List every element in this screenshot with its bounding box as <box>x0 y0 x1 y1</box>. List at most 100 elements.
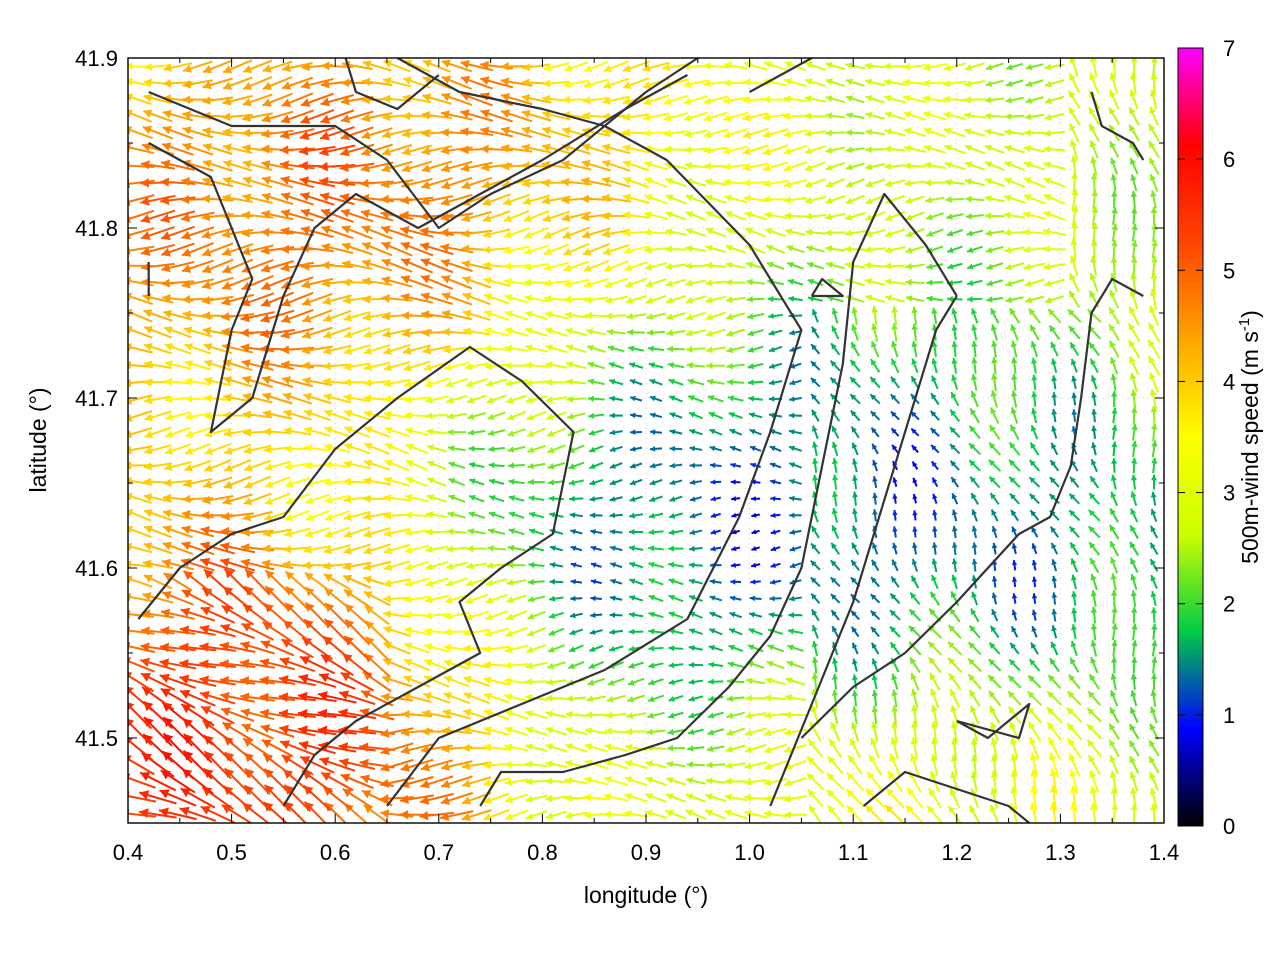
wind-arrow <box>883 62 907 70</box>
wind-arrow <box>1046 690 1063 706</box>
wind-arrow <box>943 127 966 138</box>
wind-arrow <box>461 260 492 271</box>
wind-arrow <box>364 605 390 626</box>
wind-arrow <box>242 59 273 74</box>
wind-arrow <box>421 177 453 190</box>
wind-arrow <box>664 145 688 153</box>
wind-arrow <box>769 479 782 485</box>
wind-arrow <box>162 525 193 539</box>
wind-arrow <box>1031 609 1038 621</box>
wind-arrow <box>665 809 687 820</box>
wind-arrow <box>161 591 194 606</box>
wind-arrow <box>243 492 272 506</box>
wind-arrow <box>404 595 430 604</box>
wind-arrow <box>669 495 683 502</box>
wind-arrow <box>967 657 982 673</box>
wind-arrow <box>830 342 841 356</box>
wind-arrow <box>282 392 313 405</box>
wind-arrow <box>318 673 356 690</box>
wind-arrow <box>649 495 663 502</box>
wind-arrow <box>528 495 545 502</box>
wind-arrow <box>827 804 844 823</box>
wind-arrow <box>1129 771 1139 792</box>
wind-arrow <box>1109 755 1119 775</box>
wind-arrow <box>705 279 727 287</box>
wind-arrow <box>565 327 588 337</box>
wind-arrow <box>1130 803 1138 823</box>
wind-arrow <box>1048 493 1060 505</box>
wind-arrow <box>1130 590 1137 607</box>
wind-arrow <box>1150 508 1158 523</box>
wind-arrow <box>382 658 412 672</box>
wind-arrow <box>220 691 255 703</box>
wind-arrow <box>724 194 748 204</box>
x-tick-label: 0.4 <box>113 840 144 865</box>
wind-arrow <box>319 126 355 141</box>
wind-arrow <box>783 728 808 736</box>
wind-arrow <box>904 195 925 204</box>
wind-arrow <box>202 159 233 172</box>
wind-arrow <box>199 642 236 652</box>
wind-arrow <box>849 393 861 405</box>
wind-arrow <box>548 627 565 636</box>
wind-arrow <box>1068 90 1081 110</box>
wind-arrow <box>221 243 254 257</box>
wind-arrow <box>1069 123 1080 143</box>
contour-line <box>386 58 803 807</box>
wind-arrow <box>383 360 411 372</box>
wind-arrow <box>825 112 846 120</box>
wind-arrow <box>364 442 391 455</box>
wind-arrow <box>1070 358 1078 373</box>
wind-arrow <box>825 212 846 221</box>
wind-arrow <box>622 211 650 220</box>
wind-arrow <box>1042 228 1066 236</box>
wind-arrow <box>629 395 643 402</box>
wind-arrow <box>201 242 234 257</box>
wind-arrow <box>549 562 564 568</box>
wind-arrow <box>420 759 454 772</box>
wind-arrow <box>767 644 784 653</box>
wind-arrow <box>1022 211 1047 220</box>
wind-arrow <box>1110 673 1117 691</box>
wind-arrow <box>1031 407 1038 424</box>
wind-arrow <box>870 610 881 621</box>
wind-arrow <box>203 359 232 371</box>
wind-arrow <box>1149 288 1158 310</box>
grid-lines <box>127 57 1165 823</box>
wind-arrow <box>951 509 958 522</box>
wind-arrow <box>1128 755 1140 774</box>
wind-arrow <box>1089 358 1099 373</box>
wind-arrow <box>343 635 371 662</box>
wind-arrow <box>628 595 644 602</box>
wind-arrow <box>1069 768 1079 795</box>
wind-arrow <box>644 246 668 254</box>
wind-arrow <box>609 478 623 486</box>
wind-arrow <box>704 809 727 820</box>
wind-arrow <box>946 245 963 253</box>
wind-arrow <box>1027 674 1042 689</box>
wind-arrow <box>222 76 253 90</box>
wind-arrow <box>642 112 669 122</box>
wind-arrow <box>725 296 746 304</box>
wind-arrow <box>665 278 687 287</box>
wind-arrow <box>143 325 173 339</box>
wind-arrow <box>303 409 331 422</box>
wind-arrow <box>1149 787 1158 809</box>
wind-arrow <box>1090 606 1098 624</box>
wind-arrow <box>144 62 172 71</box>
wind-arrow <box>1109 289 1120 309</box>
wind-arrow <box>223 568 252 596</box>
wind-arrow <box>1047 736 1061 760</box>
colorbar-title-end: ) <box>1237 310 1263 318</box>
wind-arrow <box>645 793 667 803</box>
wind-arrow <box>424 611 450 620</box>
wind-arrow <box>970 754 978 775</box>
wind-arrow <box>1004 113 1025 120</box>
x-tick-label: 0.6 <box>320 840 351 865</box>
wind-arrow <box>483 327 510 337</box>
wind-arrow <box>904 162 926 170</box>
wind-arrow <box>362 60 392 72</box>
wind-arrow <box>199 675 236 686</box>
wind-arrow <box>142 733 174 763</box>
wind-arrow <box>971 373 978 391</box>
